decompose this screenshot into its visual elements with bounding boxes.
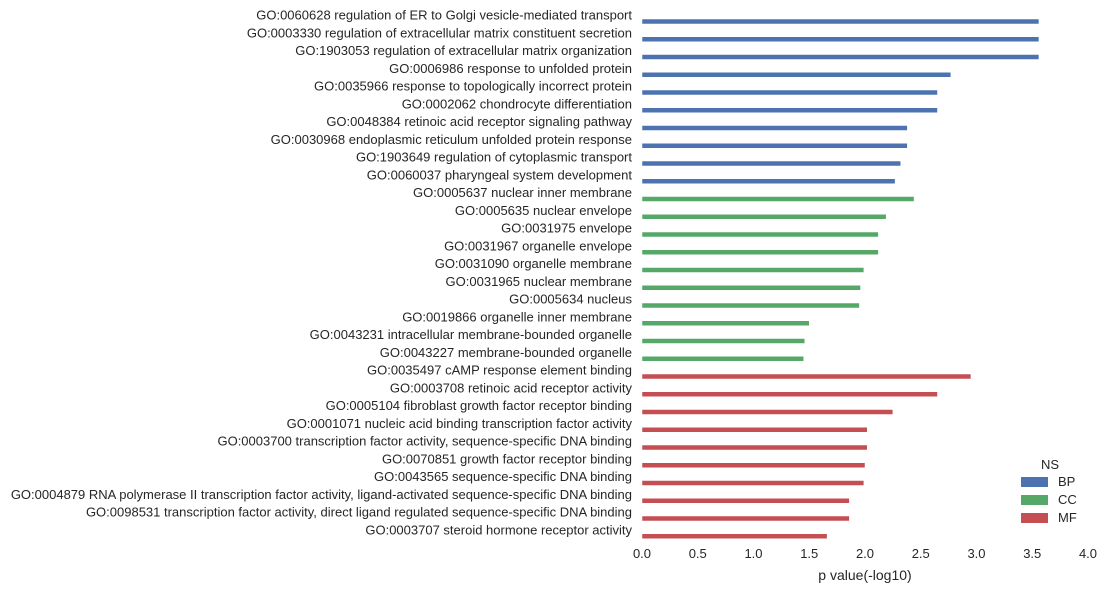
bars xyxy=(641,18,1040,539)
bar-cc xyxy=(641,320,810,326)
bar-bp xyxy=(641,54,1040,60)
bar-cc xyxy=(641,338,806,344)
category-label: GO:0070851 growth factor receptor bindin… xyxy=(382,451,632,466)
bar-mf xyxy=(641,391,938,397)
bar-mf xyxy=(641,533,828,539)
bar-mf xyxy=(641,515,850,522)
category-label: GO:0031967 organelle envelope xyxy=(444,238,632,253)
category-label: GO:0003700 transcription factor activity… xyxy=(217,434,632,449)
bar-cc xyxy=(641,285,861,291)
category-label: GO:0031090 organelle membrane xyxy=(435,256,632,271)
x-tick-label: 1.5 xyxy=(800,546,818,561)
bar-bp xyxy=(641,160,901,167)
x-axis: p value(-log10) 0.0 0.5 1.0 1.5 2.0 2.5 3.0 3.5… xyxy=(633,546,1097,583)
x-tick-label: 3.0 xyxy=(967,546,985,561)
category-label: GO:0048384 retinoic acid receptor signal… xyxy=(326,114,632,129)
category-label: GO:0005104 fibroblast growth factor rece… xyxy=(326,398,632,413)
legend-label-mf: MF xyxy=(1058,510,1077,525)
category-label: GO:0035966 response to topologically inc… xyxy=(314,79,632,94)
category-label: GO:0005634 nucleus xyxy=(509,292,632,307)
bar-bp xyxy=(641,18,1040,25)
x-tick-label: 1.0 xyxy=(744,546,762,561)
category-label: GO:0031975 envelope xyxy=(501,221,632,236)
bar-bp xyxy=(641,36,1040,42)
category-label: GO:0006986 response to unfolded protein xyxy=(389,61,632,76)
category-labels: GO:0060628 regulation of ER to Golgi ves… xyxy=(11,8,633,538)
legend-title: NS xyxy=(1041,457,1059,472)
category-label: GO:0003330 regulation of extracellular m… xyxy=(247,25,632,40)
bar-cc xyxy=(641,214,887,220)
category-label: GO:0005635 nuclear envelope xyxy=(455,203,632,218)
bar-bp xyxy=(641,72,952,78)
bar-mf xyxy=(641,409,894,415)
bar-cc xyxy=(641,267,865,273)
category-label: GO:0004879 RNA polymerase II transcripti… xyxy=(11,487,632,502)
category-label: GO:0003707 steroid hormone receptor acti… xyxy=(365,522,632,537)
category-label: GO:0002062 chondrocyte differentiation xyxy=(402,96,632,111)
x-tick-label: 2.5 xyxy=(912,546,930,561)
category-label: GO:1903649 regulation of cytoplasmic tra… xyxy=(356,150,632,165)
x-axis-label: p value(-log10) xyxy=(818,567,911,583)
bar-bp xyxy=(641,125,908,131)
bar-mf xyxy=(641,462,866,468)
category-label: GO:0043231 intracellular membrane-bounde… xyxy=(310,327,632,342)
category-label: GO:0060037 pharyngeal system development xyxy=(367,167,633,182)
bar-mf xyxy=(641,480,865,486)
category-label: GO:0043565 sequence-specific DNA binding xyxy=(374,469,632,484)
x-tick-label: 0.0 xyxy=(633,546,651,561)
legend-swatch-cc xyxy=(1021,495,1048,505)
bar-cc xyxy=(641,356,804,362)
bar-cc xyxy=(641,196,915,202)
category-label: GO:0098531 transcription factor activity… xyxy=(86,505,632,520)
category-label: GO:0031965 nuclear membrane xyxy=(446,274,632,289)
bar-cc xyxy=(641,302,860,309)
category-label: GO:0030968 endoplasmic reticulum unfolde… xyxy=(271,132,632,147)
bar-bp xyxy=(641,143,908,149)
x-tick-label: 4.0 xyxy=(1079,546,1097,561)
bar-mf xyxy=(641,373,972,380)
legend-label-bp: BP xyxy=(1058,474,1075,489)
bar-bp xyxy=(641,178,896,184)
category-label: GO:0035497 cAMP response element binding xyxy=(367,363,632,378)
bar-bp xyxy=(641,89,938,96)
x-tick-label: 0.5 xyxy=(689,546,707,561)
legend-swatch-mf xyxy=(1021,513,1048,523)
x-tick-label: 3.5 xyxy=(1023,546,1041,561)
bar-mf xyxy=(641,427,868,433)
category-label: GO:0003708 retinoic acid receptor activi… xyxy=(390,380,633,395)
category-label: GO:1903053 regulation of extracellular m… xyxy=(295,43,632,58)
bar-mf xyxy=(641,498,850,504)
category-label: GO:0005637 nuclear inner membrane xyxy=(413,185,632,200)
category-label: GO:0001071 nucleic acid binding transcri… xyxy=(287,416,633,431)
category-label: GO:0019866 organelle inner membrane xyxy=(402,309,632,324)
bar-bp xyxy=(641,107,938,113)
legend-label-cc: CC xyxy=(1058,492,1077,507)
x-tick-label: 2.0 xyxy=(856,546,874,561)
category-label: GO:0060628 regulation of ER to Golgi ves… xyxy=(256,8,632,23)
legend: NS BP CC MF xyxy=(1021,457,1077,525)
legend-swatch-bp xyxy=(1021,477,1048,487)
bar-mf xyxy=(641,444,868,451)
category-label: GO:0043227 membrane-bounded organelle xyxy=(380,345,632,360)
bar-cc xyxy=(641,231,879,238)
bar-cc xyxy=(641,249,879,255)
